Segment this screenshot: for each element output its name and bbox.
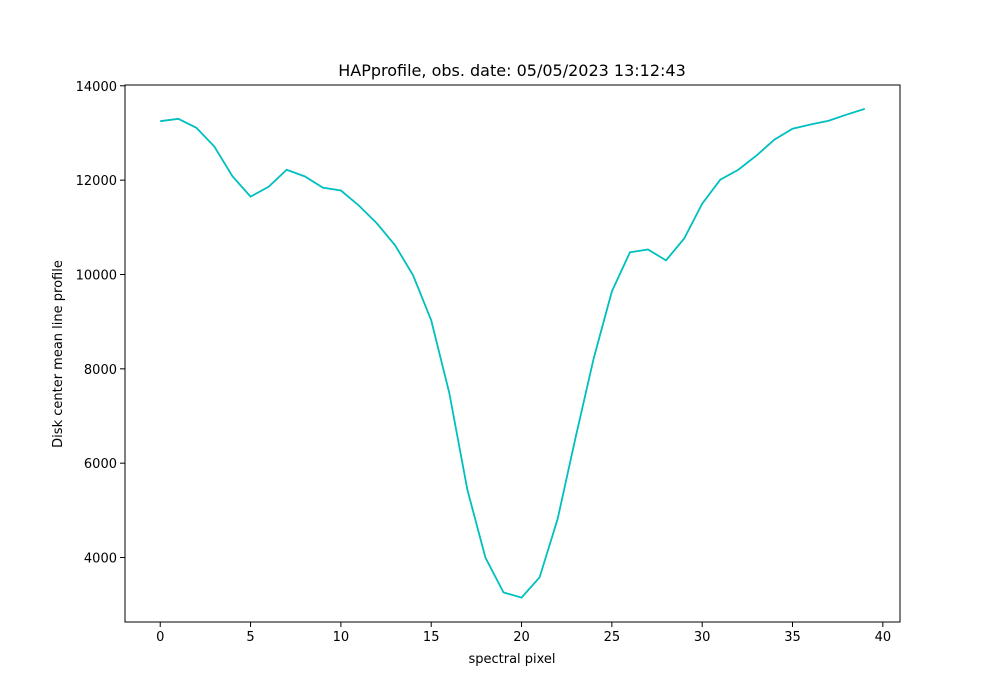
chart-title: HAPprofile, obs. date: 05/05/2023 13:12:… xyxy=(338,61,686,80)
data-line xyxy=(160,108,866,599)
plot-frame xyxy=(124,84,901,623)
x-tick-label: 40 xyxy=(875,630,892,645)
y-tick-label: 10000 xyxy=(76,268,117,283)
y-axis-label: Disk center mean line profile xyxy=(51,260,66,448)
y-tick-label: 4000 xyxy=(84,552,117,567)
x-tick-label: 35 xyxy=(784,630,801,645)
y-tick-label: 14000 xyxy=(76,80,117,95)
y-tick-label: 8000 xyxy=(84,363,117,378)
y-tick-label: 6000 xyxy=(84,457,117,472)
x-tick-label: 30 xyxy=(694,630,711,645)
y-tick-label: 12000 xyxy=(76,174,117,189)
x-tick-label: 20 xyxy=(513,630,530,645)
x-tick-label: 15 xyxy=(423,630,440,645)
x-tick-label: 25 xyxy=(604,630,621,645)
x-axis-label: spectral pixel xyxy=(468,652,555,667)
x-tick-label: 0 xyxy=(156,630,164,645)
x-tick-label: 10 xyxy=(333,630,350,645)
x-tick-label: 5 xyxy=(246,630,254,645)
